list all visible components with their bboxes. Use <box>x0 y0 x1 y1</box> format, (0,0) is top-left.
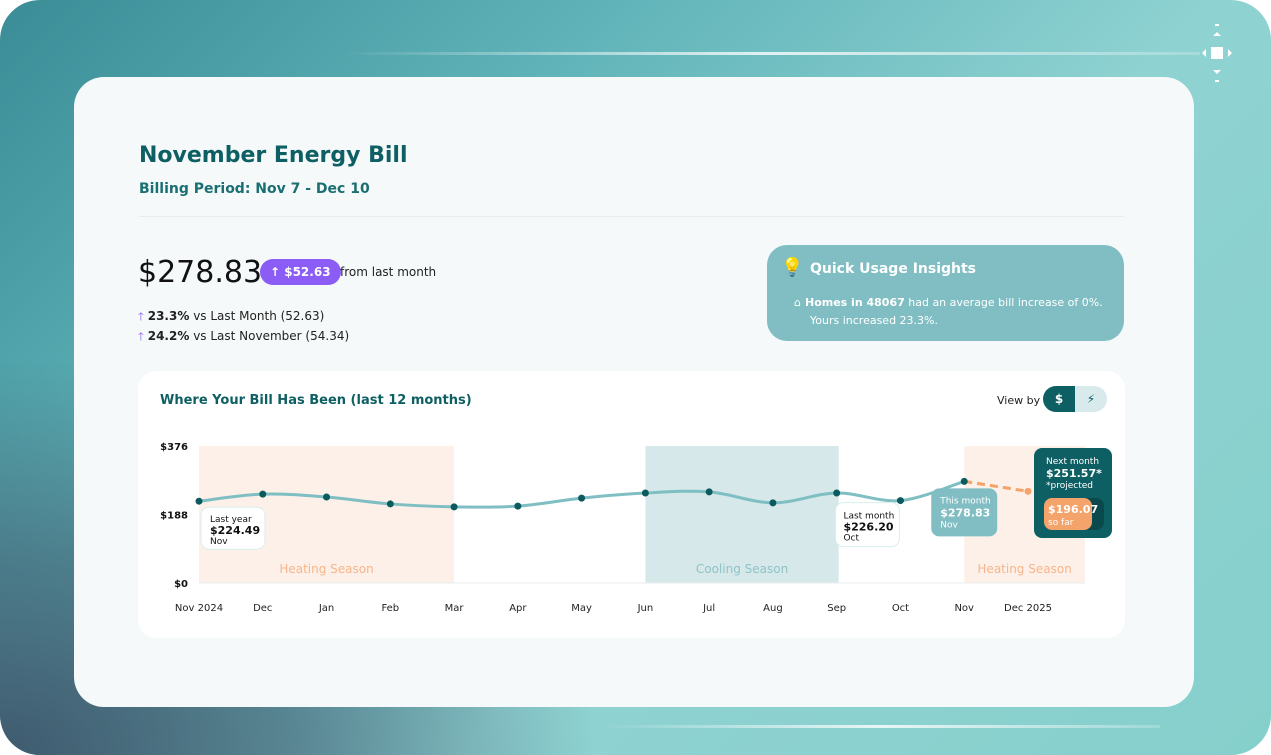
x-tick-label: Aug <box>763 603 783 614</box>
data-point <box>386 500 394 508</box>
data-point <box>514 502 522 510</box>
quick-usage-insights: 💡 Quick Usage Insights ⌂ Homes in 48067 h… <box>767 245 1124 341</box>
callout-title: Last year <box>210 515 252 525</box>
insights-title: Quick Usage Insights <box>810 261 977 277</box>
data-point <box>705 488 713 496</box>
lightning-view-button[interactable]: ⚡ <box>1086 392 1096 406</box>
data-point <box>960 477 968 485</box>
data-point <box>641 489 649 497</box>
y-tick-label: $0 <box>174 579 188 590</box>
bill-history-chart-card: Where Your Bill Has Been (last 12 months… <box>138 371 1125 638</box>
x-tick-label: Mar <box>445 603 465 614</box>
callout-month: Nov <box>940 520 958 530</box>
season-label: Cooling Season <box>696 562 788 576</box>
callout-month: Nov <box>210 537 228 547</box>
bill-amount: $278.83 <box>138 255 263 290</box>
season-label: Heating Season <box>977 562 1071 576</box>
decorative-line <box>600 725 1160 728</box>
dollar-view-button[interactable]: $ <box>1043 386 1075 412</box>
x-tick-label: Dec <box>253 603 272 614</box>
last-year-callout <box>200 506 266 550</box>
callout-note: *projected <box>1046 481 1093 491</box>
change-badge: ↑ $52.63 <box>260 259 341 285</box>
x-tick-label: Feb <box>381 603 399 614</box>
lightbulb-sparkle-icon: 💡 <box>781 257 804 278</box>
season-band <box>645 446 839 583</box>
so-far-label: so far <box>1048 518 1074 528</box>
projected-line <box>964 479 1029 493</box>
callout-value: $224.49 <box>210 524 260 537</box>
x-tick-label: Apr <box>509 603 527 614</box>
x-tick-label: Oct <box>892 603 909 614</box>
x-tick-label: Nov 2024 <box>175 603 223 614</box>
view-by-toggle[interactable]: $ ⚡ <box>1043 386 1107 412</box>
data-point <box>896 497 904 505</box>
x-tick-label: Jan <box>318 603 334 614</box>
change-suffix: from last month <box>340 265 437 279</box>
x-tick-label: May <box>571 603 592 614</box>
x-tick-label: Jul <box>702 603 715 614</box>
callout-title: Next month <box>1046 457 1099 467</box>
billing-period: Billing Period: Nov 7 - Dec 10 <box>139 181 370 197</box>
bill-card: November Energy Bill Billing Period: Nov… <box>74 77 1194 707</box>
callout-value: $278.83 <box>940 506 990 519</box>
data-point <box>769 499 777 507</box>
callout-month: Oct <box>843 534 859 544</box>
y-tick-label: $376 <box>160 442 188 453</box>
arrow-up-icon: ↑ <box>270 265 285 279</box>
callout-value: $251.57* <box>1046 467 1102 480</box>
move-handle-icon <box>1202 24 1232 82</box>
data-point <box>323 493 331 501</box>
last-month-callout <box>834 502 900 548</box>
callout-title: Last month <box>843 512 894 522</box>
data-point <box>450 503 458 511</box>
callout-title: This month <box>939 496 990 506</box>
comparison-last-month: 🡑 23.3% vs Last Month (52.63) <box>138 309 325 323</box>
x-tick-label: Sep <box>827 603 846 614</box>
bill-line-chart: Heating Season Cooling Season Heating Seas… <box>160 442 1112 614</box>
this-month-callout <box>931 488 998 537</box>
x-tick-label: Nov <box>954 603 974 614</box>
data-point <box>1024 487 1032 495</box>
season-label: Heating Season <box>279 562 373 576</box>
home-icon: ⌂ <box>794 296 801 309</box>
arrow-up-icon: 🡑 <box>138 310 144 323</box>
view-by-label: View by <box>997 394 1041 407</box>
data-point <box>578 494 586 502</box>
so-far-value: $196.07 <box>1048 503 1098 516</box>
page-title: November Energy Bill <box>139 143 408 168</box>
comparison-last-november: 🡑 24.2% vs Last November (54.34) <box>138 329 350 343</box>
so-far-badge <box>1044 498 1092 530</box>
y-tick-label: $188 <box>160 511 188 522</box>
decorative-line <box>340 52 1200 55</box>
arrow-up-icon: 🡑 <box>138 330 144 343</box>
x-tick-label: Dec 2025 <box>1004 603 1052 614</box>
data-point <box>195 497 203 505</box>
divider <box>139 216 1124 217</box>
chart-title: Where Your Bill Has Been (last 12 months… <box>160 393 472 408</box>
data-point <box>833 489 841 497</box>
data-point <box>259 490 267 498</box>
x-tick-label: Jun <box>637 603 654 614</box>
callout-value: $226.20 <box>843 521 893 534</box>
insights-text: ⌂ Homes in 48067 had an average bill incr… <box>794 296 1103 327</box>
